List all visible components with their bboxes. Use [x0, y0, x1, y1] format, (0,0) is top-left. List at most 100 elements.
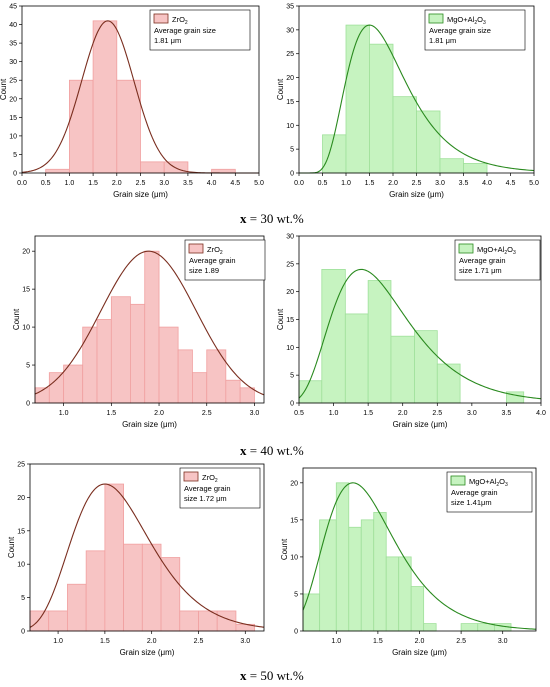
x-tick-label: 2.0	[147, 638, 157, 645]
histogram-bar	[369, 43, 394, 174]
x-tick-label: 3.0	[435, 180, 445, 187]
histogram-bar	[29, 610, 50, 632]
y-tick-label: 15	[290, 517, 298, 524]
x-tick-label: 5.0	[254, 180, 264, 187]
x-tick-label: 1.0	[331, 638, 341, 645]
x-tick-label: 4.5	[506, 180, 516, 187]
y-tick-label: 0	[21, 629, 25, 636]
x-tick-label: 4.0	[536, 410, 546, 417]
histogram-bar	[160, 557, 181, 632]
y-tick-label: 35	[9, 41, 17, 48]
legend-text: size 1.72 μm	[184, 494, 227, 503]
histogram-bar	[460, 623, 479, 632]
histogram-bar	[67, 583, 87, 632]
legend-series-label: MgO+Al2O3	[469, 477, 508, 488]
histogram-bar	[302, 593, 321, 632]
histogram-bar	[398, 556, 412, 632]
fit-curve	[298, 268, 542, 400]
histogram-bar	[116, 79, 141, 174]
x-tick-label: 1.5	[88, 180, 98, 187]
histogram-bar	[69, 79, 94, 174]
histogram-bar	[367, 280, 392, 404]
x-tick-label: 4.0	[482, 180, 492, 187]
histogram-bar	[141, 543, 162, 632]
histogram-bar	[63, 364, 84, 404]
histogram-bar	[192, 372, 208, 404]
legend-text: Average grain size	[429, 26, 491, 35]
legend-series-label: ZrO2	[202, 473, 218, 484]
x-tick-label: 3.5	[502, 410, 512, 417]
x-tick-label: 3.0	[240, 638, 250, 645]
y-tick-label: 10	[286, 345, 294, 352]
legend-text: Average grain	[189, 256, 236, 265]
x-tick-label: 0.0	[294, 180, 304, 187]
legend-swatch	[450, 475, 466, 486]
y-tick-label: 5	[21, 595, 25, 602]
plot-frame	[29, 463, 265, 632]
caption-40wt: x = 40 wt.%	[240, 443, 304, 458]
y-tick-label: 0	[13, 171, 17, 178]
histogram-bar	[104, 483, 124, 632]
y-tick-label: 30	[286, 27, 294, 34]
histogram-bar	[110, 296, 131, 404]
x-tick-label: 1.5	[373, 638, 383, 645]
x-tick-label: 1.5	[106, 410, 116, 417]
x-tick-label: 2.5	[202, 410, 212, 417]
histogram-bar	[410, 586, 425, 632]
y-tick-label: 5	[290, 147, 294, 154]
y-tick-label: 0	[290, 401, 294, 408]
x-tick-label: 3.0	[467, 410, 477, 417]
x-tick-label: 3.5	[183, 180, 193, 187]
x-tick-label: 1.0	[53, 638, 63, 645]
histogram-bar	[463, 163, 488, 174]
y-tick-label: 15	[9, 115, 17, 122]
histogram-bar	[96, 319, 112, 404]
y-tick-label: 45	[9, 4, 17, 11]
x-tick-label: 4.0	[207, 180, 217, 187]
x-tick-label: 2.5	[432, 410, 442, 417]
legend-text: size 1.89	[189, 266, 219, 275]
histogram-bar	[177, 349, 193, 404]
y-tick-label: 40	[9, 22, 17, 29]
chart-svg: 0.0 0.5 1.0 1.5 2.0 2.5 3.0 3.5 4.0 4.5 5.0 0 5 10 15 2…	[276, 4, 539, 200]
fit-curve	[302, 482, 537, 630]
x-tick-label: 0.0	[17, 180, 27, 187]
y-tick-label: 15	[286, 99, 294, 106]
x-axis-label: Grain size (μm)	[393, 420, 448, 429]
legend-swatch	[458, 243, 474, 254]
legend-box	[184, 239, 266, 281]
y-tick-label: 25	[17, 462, 25, 469]
y-tick-label: 20	[17, 495, 25, 502]
x-tick-label: 2.0	[388, 180, 398, 187]
plot-frame	[34, 235, 265, 404]
y-tick-label: 15	[22, 287, 30, 294]
x-tick-label: 3.0	[250, 410, 260, 417]
histogram-bar	[92, 20, 118, 174]
y-axis-label: Count	[0, 78, 8, 100]
histogram-bar	[373, 512, 387, 632]
x-tick-label: 4.5	[230, 180, 240, 187]
legend-text: 1.81 μm	[154, 36, 181, 45]
x-axis-label: Grain size (μm)	[389, 190, 444, 199]
x-tick-label: 2.0	[154, 410, 164, 417]
histogram-bar	[298, 380, 323, 404]
histogram-bar	[319, 519, 337, 632]
histogram-bar	[436, 363, 461, 404]
x-axis-label: Grain size (μm)	[113, 190, 168, 199]
histogram-bar	[85, 550, 106, 632]
histogram-bar	[123, 543, 143, 632]
y-tick-label: 5	[13, 152, 17, 159]
x-axis-label: Grain size (μm)	[122, 420, 177, 429]
x-tick-label: 0.5	[294, 410, 304, 417]
x-tick-label: 2.5	[412, 180, 422, 187]
legend-swatch	[183, 471, 199, 482]
y-tick-label: 10	[286, 123, 294, 130]
x-tick-label: 2.5	[136, 180, 146, 187]
y-tick-label: 5	[26, 363, 30, 370]
fit-curve	[34, 250, 265, 396]
histogram-bar	[239, 387, 255, 404]
y-tick-label: 5	[294, 591, 298, 598]
